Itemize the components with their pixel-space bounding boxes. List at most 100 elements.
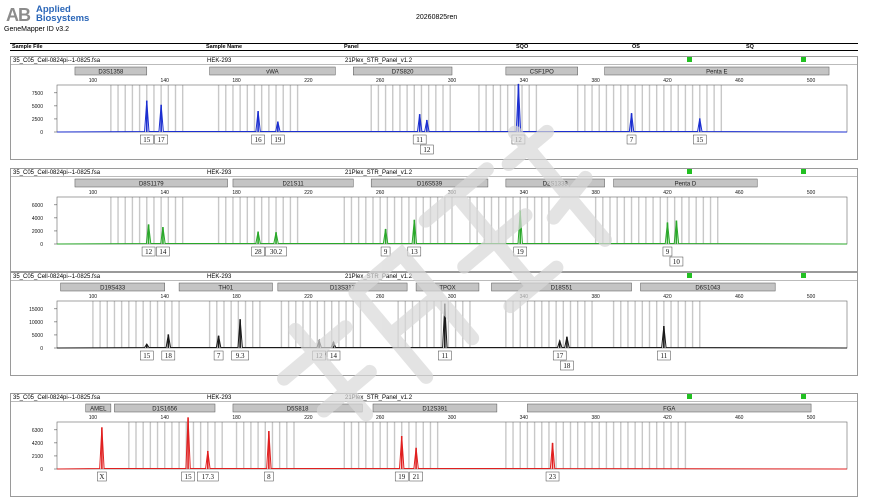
allele-call-box[interactable] (662, 246, 673, 257)
allele-call-box[interactable] (197, 471, 219, 482)
x-tick-label: 500 (807, 294, 816, 300)
allele-call-box[interactable] (409, 471, 423, 482)
x-tick-label: 260 (376, 190, 385, 196)
y-tick-label: 5000 (32, 333, 43, 339)
report-header: AB Applied Biosystems GeneMapper ID v3.2… (0, 0, 872, 40)
allele-call-label: 7 (630, 136, 634, 144)
x-tick-label: 180 (232, 294, 241, 300)
allele-call-box[interactable] (412, 134, 427, 145)
panel-name-value: 21Plex_STR_Panel_v1.2 (345, 58, 413, 64)
column-header-row: Sample File Sample Name Panel SQO OS SQ (10, 43, 858, 51)
allele-call-box[interactable] (560, 360, 574, 371)
electropherogram-plot: D19S433 TH01 D13S317 TPOX D18S51 D6S1043 100 14… (29, 282, 848, 371)
x-tick-label: 500 (807, 190, 816, 196)
locus-label: CSF1PO (530, 70, 554, 76)
x-tick-label: 260 (376, 294, 385, 300)
sample-info-row: 35_C05_Cell-0824pi--1-0825.fsa HEK-293 21P… (11, 394, 857, 402)
allele-call-box[interactable] (251, 134, 265, 145)
allele-call-box[interactable] (156, 246, 170, 257)
locus-box[interactable] (74, 66, 148, 76)
locus-box[interactable] (604, 66, 830, 76)
y-tick-label: 15000 (29, 307, 43, 313)
locus-label: Penta E (706, 70, 727, 76)
sample-name-value: HEK-293 (207, 274, 232, 280)
x-tick-label: 460 (735, 78, 744, 84)
signal-trace (56, 417, 848, 470)
logo-line-1: Applied (36, 4, 71, 15)
logo-line-2: Biosystems (36, 13, 90, 24)
allele-call-box[interactable] (420, 144, 434, 155)
allele-call-box[interactable] (140, 134, 154, 145)
locus-label: D16S539 (417, 182, 443, 188)
x-tick-label: 380 (591, 294, 600, 300)
x-tick-label: 460 (735, 415, 744, 421)
electropherogram-panel-2: 35_C05_Cell-0824pi--1-0825.fsa HEK-293 21P… (10, 168, 858, 272)
allele-call-box[interactable] (626, 134, 637, 145)
allele-call-label: 15 (143, 136, 151, 144)
allele-call-box[interactable] (264, 471, 274, 482)
locus-label: Penta D (675, 182, 697, 188)
x-tick-label: 220 (304, 190, 313, 196)
x-tick-label: 500 (807, 415, 816, 421)
sq-quality-flag (801, 169, 806, 174)
x-tick-label: 340 (520, 190, 529, 196)
locus-label: D19S433 (100, 286, 126, 292)
locus-box[interactable] (613, 178, 758, 188)
electropherogram-panel-1: 35_C05_Cell-0824pi--1-0825.fsa HEK-293 21P… (10, 56, 858, 160)
locus-label: FGA (663, 407, 675, 413)
locus-box[interactable] (232, 178, 354, 188)
column-sample-name: Sample Name (206, 44, 243, 50)
locus-box[interactable] (114, 403, 216, 413)
allele-call-box[interactable] (271, 134, 285, 145)
locus-box[interactable] (527, 403, 812, 413)
allele-call-box[interactable] (552, 350, 567, 361)
sample-file-value: 35_C05_Cell-0824pi--1-0825.fsa (13, 274, 101, 280)
allele-call-box[interactable] (693, 134, 707, 145)
locus-box[interactable] (640, 282, 776, 292)
locus-box[interactable] (353, 66, 453, 76)
allele-call-label: 12 (515, 136, 523, 144)
allele-call-box[interactable] (161, 350, 176, 361)
locus-box[interactable] (178, 282, 273, 292)
x-tick-label: 220 (304, 415, 313, 421)
locus-label: D18S51 (551, 286, 573, 292)
locus-box[interactable] (85, 403, 112, 413)
allele-call-box[interactable] (154, 134, 168, 145)
os-quality-flag (687, 169, 692, 174)
allele-call-box[interactable] (231, 350, 249, 361)
sq-quality-flag (801, 57, 806, 62)
locus-box[interactable] (60, 282, 165, 292)
allele-call-box[interactable] (669, 256, 684, 267)
allele-call-label: 11 (660, 352, 667, 360)
allele-call-label: 21 (413, 473, 421, 481)
allele-call-box[interactable] (181, 471, 195, 482)
allele-call-box[interactable] (97, 471, 107, 482)
allele-call-box[interactable] (251, 246, 265, 257)
sample-file-value: 35_C05_Cell-0824pi--1-0825.fsa (13, 170, 101, 176)
x-tick-label: 140 (161, 294, 170, 300)
allele-call-label: 11 (416, 136, 423, 144)
x-tick-label: 420 (663, 415, 672, 421)
locus-label: D1S1656 (152, 407, 178, 413)
allele-call-box[interactable] (140, 350, 154, 361)
electropherogram-panel-4: 35_C05_Cell-0824pi--1-0825.fsa HEK-293 21P… (10, 393, 858, 497)
y-tick-label: 2100 (32, 454, 43, 460)
allele-call-box[interactable] (657, 350, 671, 361)
x-tick-label: 180 (232, 190, 241, 196)
allele-call-label: 8 (267, 473, 271, 481)
sample-file-value: 35_C05_Cell-0824pi--1-0825.fsa (13, 58, 101, 64)
locus-box[interactable] (74, 178, 228, 188)
x-tick-label: 420 (663, 78, 672, 84)
panel-name-value: 21Plex_STR_Panel_v1.2 (345, 274, 413, 280)
logo-text: Applied Biosystems (36, 4, 90, 24)
allele-call-label: 23 (549, 473, 557, 481)
x-tick-label: 140 (161, 190, 170, 196)
allele-call-box[interactable] (141, 246, 156, 257)
allele-call-box[interactable] (213, 350, 224, 361)
allele-call-box[interactable] (394, 471, 409, 482)
plot-frame (56, 421, 848, 470)
locus-box[interactable] (505, 66, 578, 76)
locus-box[interactable] (209, 66, 336, 76)
logo-mark: AB (6, 5, 31, 25)
allele-call-box[interactable] (545, 471, 560, 482)
